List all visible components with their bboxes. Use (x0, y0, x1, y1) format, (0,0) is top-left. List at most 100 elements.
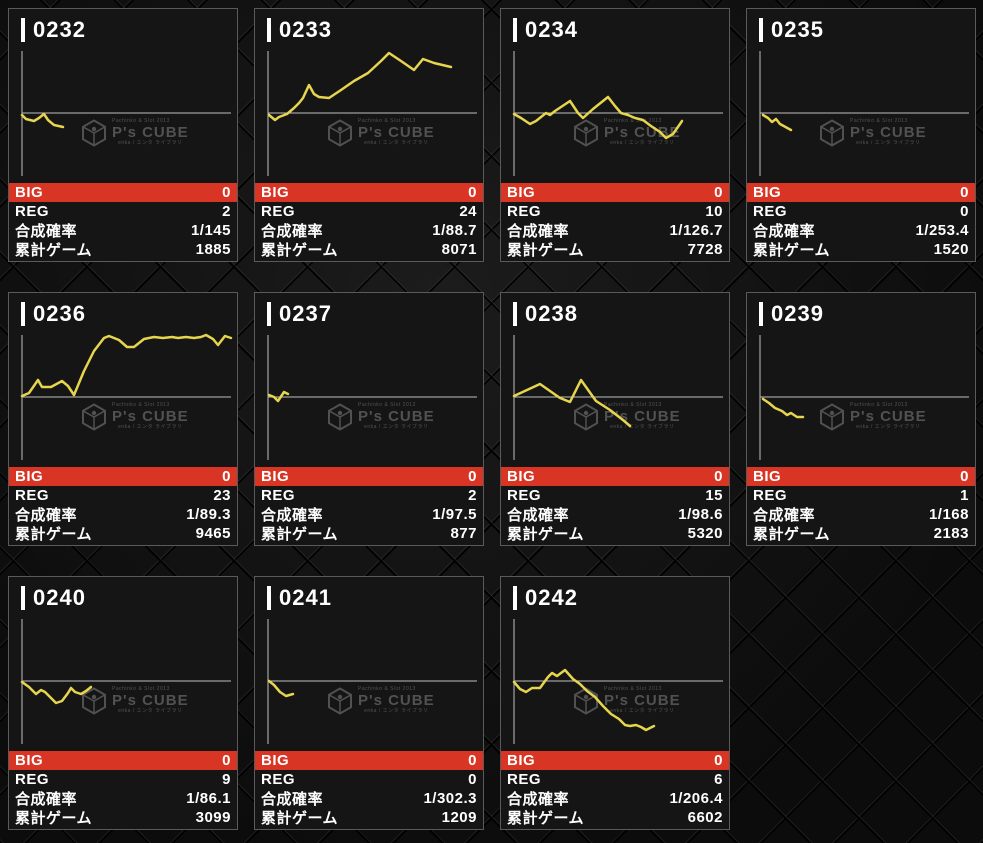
ps-cube-logo-icon (328, 687, 352, 715)
machine-card[interactable]: 0242 Pachinko & Slot 2013 P's CUBE enka … (500, 576, 730, 830)
machine-card[interactable]: 0235 Pachinko & Slot 2013 P's CUBE enka … (746, 8, 976, 262)
header-accent-bar (267, 302, 271, 326)
machine-card[interactable]: 0233 Pachinko & Slot 2013 P's CUBE enka … (254, 8, 484, 262)
watermark-text: Pachinko & Slot 2013 P's CUBE enka / エンタ… (112, 119, 189, 147)
card-header: 0241 (267, 586, 332, 610)
machine-card[interactable]: 0234 Pachinko & Slot 2013 P's CUBE enka … (500, 8, 730, 262)
big-value: 0 (222, 752, 231, 769)
stat-row-games: 累計ゲーム 5320 (501, 524, 729, 543)
ps-cube-logo-icon (328, 119, 352, 147)
watermark-subtext-bottom: enka / エンタ ライブラリ (610, 140, 675, 147)
stats-table: BIG 0 REG 0 合成確率 1/302.3 累計ゲーム 1209 (255, 751, 483, 827)
stat-row-reg: REG 0 (747, 202, 975, 221)
rate-value: 1/145 (190, 222, 231, 239)
slump-graph-svg (20, 51, 231, 176)
reg-label: REG (261, 487, 296, 504)
watermark-subtext-top: Pachinko & Slot 2013 (604, 686, 662, 693)
games-value: 1209 (441, 809, 477, 826)
machine-number: 0232 (33, 17, 86, 42)
header-accent-bar (21, 586, 25, 610)
reg-value: 9 (222, 771, 231, 788)
reg-value: 23 (213, 487, 231, 504)
big-value: 0 (714, 184, 723, 201)
stat-row-reg: REG 9 (9, 770, 237, 789)
machine-number: 0241 (279, 585, 332, 610)
rate-label: 合成確率 (261, 507, 324, 524)
watermark-brand: P's CUBE (850, 407, 927, 425)
games-value: 8071 (441, 241, 477, 258)
big-label: BIG (753, 468, 782, 485)
machine-number: 0238 (525, 301, 578, 326)
rate-value: 1/97.5 (432, 506, 477, 523)
watermark: Pachinko & Slot 2013 P's CUBE enka / エンタ… (81, 403, 189, 431)
watermark-text: Pachinko & Slot 2013 P's CUBE enka / エンタ… (358, 119, 435, 147)
machine-grid: 0232 Pachinko & Slot 2013 P's CUBE enka … (8, 8, 976, 830)
stats-table: BIG 0 REG 15 合成確率 1/98.6 累計ゲーム 5320 (501, 467, 729, 543)
slump-line (267, 51, 453, 122)
machine-card[interactable]: 0238 Pachinko & Slot 2013 P's CUBE enka … (500, 292, 730, 546)
reg-label: REG (15, 771, 50, 788)
slump-chart: Pachinko & Slot 2013 P's CUBE enka / エンタ… (9, 617, 239, 749)
slump-line (267, 679, 295, 698)
card-header: 0242 (513, 586, 578, 610)
slump-line (512, 95, 684, 140)
slump-graph-svg (512, 51, 723, 176)
rate-label: 合成確率 (753, 223, 816, 240)
games-label: 累計ゲーム (261, 526, 339, 543)
stat-row-rate: 合成確率 1/98.6 (501, 505, 729, 524)
slump-chart: Pachinko & Slot 2013 P's CUBE enka / エンタ… (9, 333, 239, 465)
rate-value: 1/98.6 (678, 506, 723, 523)
watermark-subtext-top: Pachinko & Slot 2013 (850, 118, 908, 125)
reg-value: 15 (705, 487, 723, 504)
machine-number: 0233 (279, 17, 332, 42)
stat-row-big: BIG 0 (9, 467, 237, 486)
card-header: 0236 (21, 302, 86, 326)
watermark-subtext-top: Pachinko & Slot 2013 (112, 686, 170, 693)
reg-label: REG (15, 203, 50, 220)
machine-card[interactable]: 0236 Pachinko & Slot 2013 P's CUBE enka … (8, 292, 238, 546)
stats-table: BIG 0 REG 10 合成確率 1/126.7 累計ゲーム 7728 (501, 183, 729, 259)
ps-cube-logo-icon (820, 119, 844, 147)
slump-line (20, 112, 65, 129)
stat-row-rate: 合成確率 1/89.3 (9, 505, 237, 524)
rate-label: 合成確率 (507, 223, 570, 240)
stat-row-rate: 合成確率 1/86.1 (9, 789, 237, 808)
stat-row-rate: 合成確率 1/206.4 (501, 789, 729, 808)
watermark-text: Pachinko & Slot 2013 P's CUBE enka / エンタ… (112, 403, 189, 431)
ps-cube-logo-icon (574, 403, 598, 431)
machine-card[interactable]: 0240 Pachinko & Slot 2013 P's CUBE enka … (8, 576, 238, 830)
reg-value: 2 (222, 203, 231, 220)
machine-number: 0234 (525, 17, 578, 42)
machine-card[interactable]: 0237 Pachinko & Slot 2013 P's CUBE enka … (254, 292, 484, 546)
watermark-subtext-top: Pachinko & Slot 2013 (604, 118, 662, 125)
watermark: Pachinko & Slot 2013 P's CUBE enka / エンタ… (81, 119, 189, 147)
ps-cube-logo-icon (574, 119, 598, 147)
stat-row-big: BIG 0 (747, 467, 975, 486)
slump-line (761, 113, 793, 132)
stat-row-big: BIG 0 (255, 751, 483, 770)
ps-cube-logo-icon (82, 403, 106, 431)
watermark-subtext-top: Pachinko & Slot 2013 (112, 402, 170, 409)
stat-row-big: BIG 0 (255, 183, 483, 202)
card-header: 0232 (21, 18, 86, 42)
big-value: 0 (468, 468, 477, 485)
slump-line (512, 378, 632, 428)
big-label: BIG (261, 184, 290, 201)
watermark-subtext-top: Pachinko & Slot 2013 (112, 118, 170, 125)
machine-card[interactable]: 0232 Pachinko & Slot 2013 P's CUBE enka … (8, 8, 238, 262)
slump-chart: Pachinko & Slot 2013 P's CUBE enka / エンタ… (255, 617, 485, 749)
reg-label: REG (261, 771, 296, 788)
watermark-subtext-bottom: enka / エンタ ライブラリ (118, 140, 183, 147)
reg-label: REG (15, 487, 50, 504)
games-label: 累計ゲーム (507, 810, 585, 827)
big-label: BIG (15, 752, 44, 769)
machine-number: 0236 (33, 301, 86, 326)
machine-card[interactable]: 0241 Pachinko & Slot 2013 P's CUBE enka … (254, 576, 484, 830)
reg-value: 1 (960, 487, 969, 504)
machine-card[interactable]: 0239 Pachinko & Slot 2013 P's CUBE enka … (746, 292, 976, 546)
big-label: BIG (261, 752, 290, 769)
watermark-text: Pachinko & Slot 2013 P's CUBE enka / エンタ… (112, 687, 189, 715)
stat-row-games: 累計ゲーム 7728 (501, 240, 729, 259)
games-label: 累計ゲーム (15, 526, 93, 543)
